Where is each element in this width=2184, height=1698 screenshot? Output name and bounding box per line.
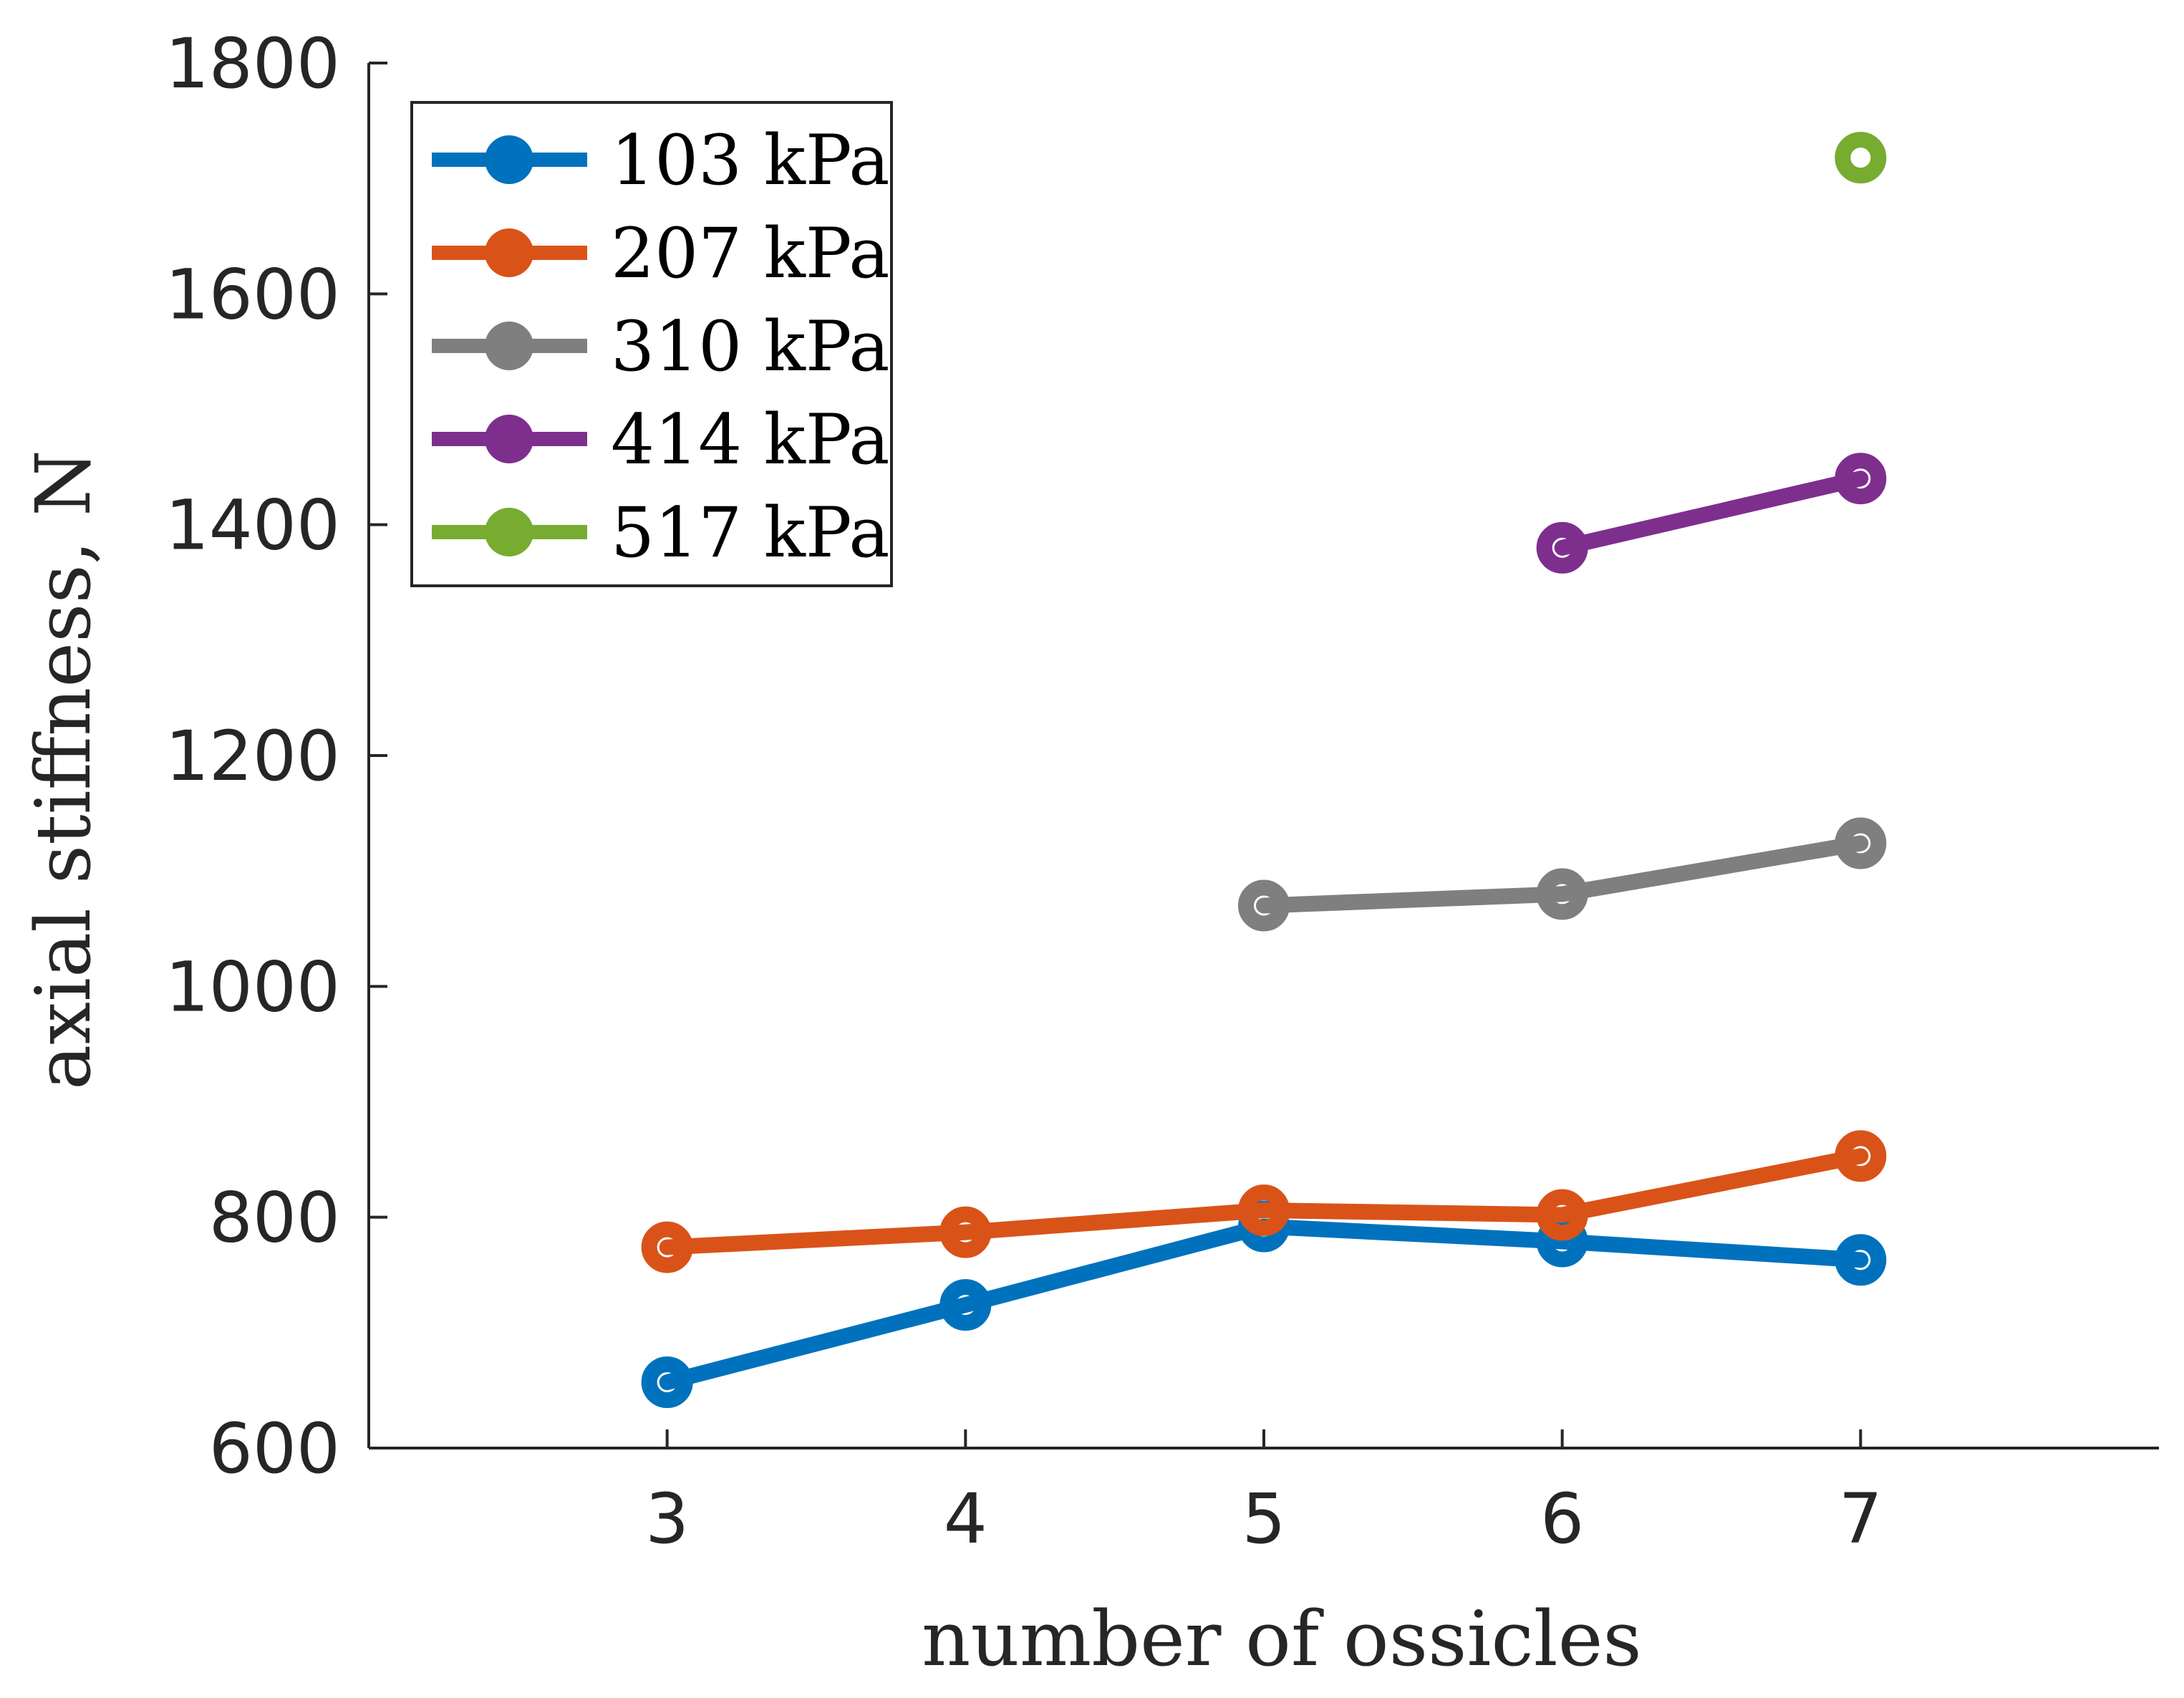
data-point — [1238, 1184, 1290, 1236]
data-point — [1536, 1215, 1588, 1268]
data-point — [1536, 868, 1588, 920]
data-point — [1536, 1189, 1588, 1241]
x-tick-label: 3 — [645, 1479, 689, 1559]
legend-entry: 517 kPa — [432, 493, 889, 573]
legend-marker — [485, 415, 533, 463]
series-3 — [1536, 453, 1887, 574]
y-axis-title: axial stiffness, N — [19, 450, 107, 1090]
x-tick-label: 6 — [1540, 1479, 1584, 1559]
y-tick-label: 1600 — [165, 254, 340, 334]
y-tick-label: 1200 — [165, 716, 340, 796]
data-point — [1835, 132, 1887, 184]
legend-marker — [485, 228, 533, 277]
legend-entry: 414 kPa — [432, 400, 889, 480]
series-1 — [641, 1130, 1887, 1273]
legend-label: 310 kPa — [611, 307, 889, 387]
legend-marker — [485, 508, 533, 556]
data-point — [641, 1356, 693, 1409]
legend-label: 517 kPa — [611, 493, 889, 573]
legend: 103 kPa 207 kPa 310 kPa 414 kPa 517 kPa — [410, 101, 893, 587]
legend-label: 103 kPa — [611, 120, 889, 201]
legend-marker — [485, 322, 533, 370]
data-point — [1835, 817, 1887, 869]
data-point — [939, 1279, 992, 1331]
x-axis-title: number of ossicles — [922, 1595, 1642, 1683]
y-tick-label: 600 — [209, 1409, 340, 1489]
data-point — [641, 1221, 693, 1273]
axes: 600 800 1000 1200 1400 1600 1800 3 4 5 6 7 — [165, 24, 2159, 1559]
data-point — [1835, 453, 1887, 505]
series-4 — [1835, 132, 1887, 184]
legend-label: 414 kPa — [611, 400, 889, 480]
series-line — [659, 1148, 1869, 1255]
x-tick-label: 4 — [944, 1479, 987, 1559]
series-layer — [641, 132, 1887, 1409]
legend-entry: 103 kPa — [432, 120, 889, 201]
series-line — [1554, 471, 1869, 556]
data-point — [1238, 879, 1290, 932]
legend-entry: 310 kPa — [432, 307, 889, 387]
legend-entry: 207 kPa — [432, 213, 889, 294]
y-tick-label: 800 — [209, 1178, 340, 1258]
x-tick-label: 5 — [1242, 1479, 1285, 1559]
data-point — [1835, 1234, 1887, 1286]
data-point — [1835, 1130, 1887, 1182]
series-line — [1256, 835, 1869, 914]
y-tick-label: 1800 — [165, 24, 340, 104]
data-point — [1536, 521, 1588, 574]
x-tick-label: 7 — [1839, 1479, 1883, 1559]
data-point — [939, 1206, 992, 1258]
y-tick-label: 1400 — [165, 486, 340, 566]
series-2 — [1238, 817, 1887, 932]
y-tick-label: 1000 — [165, 947, 340, 1027]
legend-label: 207 kPa — [611, 213, 889, 294]
legend-marker — [485, 135, 533, 184]
